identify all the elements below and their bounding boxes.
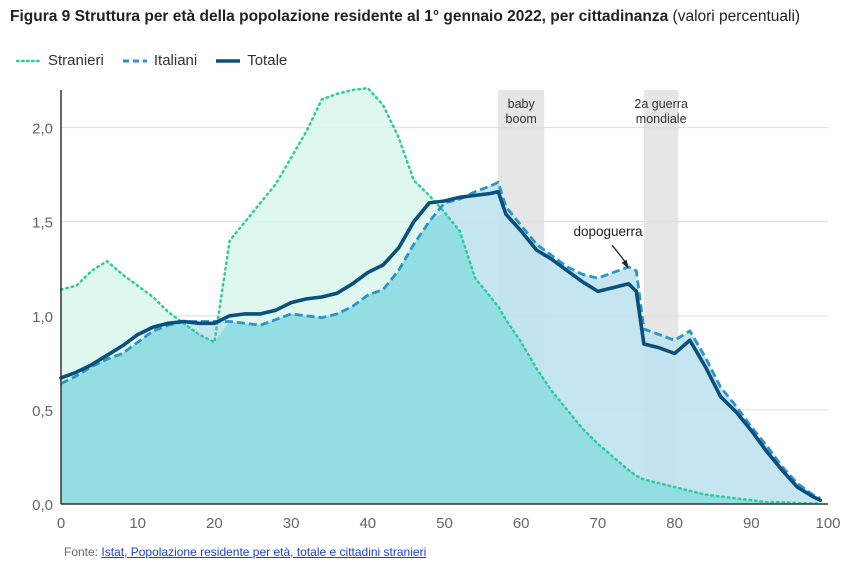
chart-plot: 0,0 0,5 1,0 1,5 2,0 0 10 20 30 40 50 60 70 80 90 100 bab… bbox=[32, 86, 841, 532]
x-tick-label: 100 bbox=[815, 515, 840, 532]
chart-title-main: Figura 9 Struttura per età della popolaz… bbox=[10, 8, 669, 25]
band-label-0: boom bbox=[506, 112, 537, 126]
legend-swatch-totale bbox=[216, 58, 241, 63]
y-tick-label: 0,0 bbox=[32, 497, 53, 514]
legend-item-stranieri: Stranieri bbox=[16, 52, 104, 69]
x-tick-label: 80 bbox=[666, 515, 683, 532]
annotation-label-0: dopoguerra bbox=[573, 224, 643, 239]
y-tick-label: 1,5 bbox=[32, 215, 53, 232]
x-tick-label: 0 bbox=[57, 515, 65, 532]
series-line-totale bbox=[59, 189, 823, 503]
band-label-1: mondiale bbox=[636, 112, 687, 126]
legend-label-totale: Totale bbox=[247, 52, 288, 69]
y-tick-label: 0,5 bbox=[32, 403, 53, 420]
x-tick-label: 30 bbox=[283, 515, 300, 532]
annotation-arrow-head bbox=[621, 259, 629, 269]
chart-title: Figura 9 Struttura per età della popolaz… bbox=[10, 8, 860, 26]
source-prefix: Fonte: bbox=[64, 545, 99, 559]
legend-label-stranieri: Stranieri bbox=[48, 52, 104, 69]
chart-title-sub: (valori percentuali) bbox=[672, 8, 801, 25]
band-label-1: 2a guerra bbox=[634, 97, 688, 111]
x-tick-label: 50 bbox=[436, 515, 453, 532]
chart-source: Fonte: Istat, Popolazione residente per … bbox=[64, 545, 426, 559]
legend-item-italiani: Italiani bbox=[122, 52, 197, 69]
x-tick-label: 60 bbox=[513, 515, 530, 532]
x-tick-label: 90 bbox=[743, 515, 760, 532]
legend-label-italiani: Italiani bbox=[153, 52, 198, 69]
chart-legend: Stranieri Italiani Totale bbox=[16, 52, 305, 69]
x-tick-label: 10 bbox=[129, 515, 146, 532]
x-tick-label: 70 bbox=[590, 515, 607, 532]
x-tick-label: 40 bbox=[359, 515, 376, 532]
source-link[interactable]: Istat, Popolazione residente per età, to… bbox=[101, 545, 427, 559]
series-line-stranieri bbox=[59, 86, 822, 505]
legend-swatch-italiani bbox=[122, 59, 147, 62]
area-overlap bbox=[61, 212, 821, 505]
y-tick-label: 2,0 bbox=[32, 121, 53, 138]
legend-swatch-stranieri bbox=[16, 59, 42, 62]
band-label-0: baby bbox=[508, 97, 536, 111]
x-tick-label: 20 bbox=[206, 515, 223, 532]
legend-item-totale: Totale bbox=[215, 52, 287, 69]
y-tick-label: 1,0 bbox=[32, 309, 53, 326]
